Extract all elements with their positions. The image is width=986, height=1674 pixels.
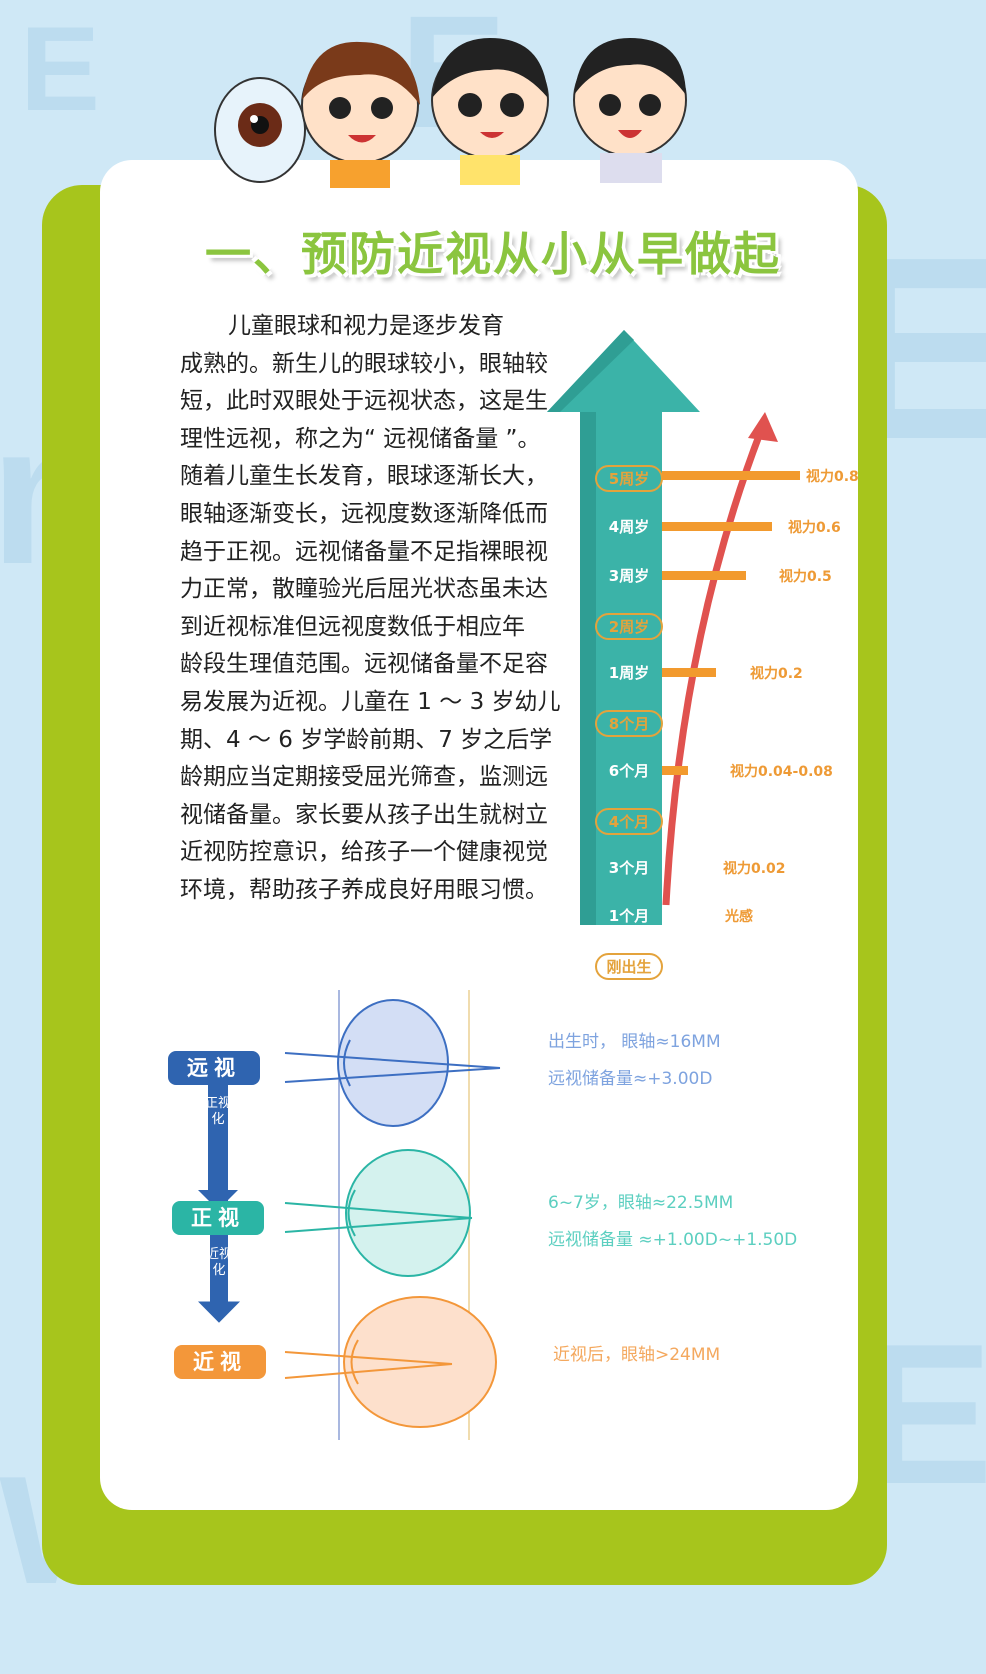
body-line: 近视防控意识，给孩子一个健康视觉 [180,839,548,866]
timeline-age: 1周岁 [608,664,650,682]
body-line: 期、4 ～ 6 岁学龄前期、7 岁之后学 [180,726,553,753]
timeline-age: 2周岁 [595,613,663,640]
hyperopia-info: 出生时， 眼轴≈16MM 远视储备量≈+3.00D [548,1032,721,1089]
vision-value: 视力0.6 [788,520,841,536]
divider-line [338,990,340,1440]
body-line: 眼轴逐渐变长，远视度数逐渐降低而 [180,500,548,527]
hyperopic-eye [284,999,501,1127]
body-line: 理性远视，称之为“ 远视储备量 ”。 [180,425,541,452]
emmetropization-label: 正视化 [205,1096,232,1127]
badge-myopia: 近视 [174,1345,266,1379]
vision-value: 视力0.5 [779,569,832,585]
badge-hyperopia: 远视 [168,1051,260,1085]
cartoon-children-illustration [214,38,687,188]
body-line: 龄期应当定期接受屈光筛查，监测远 [180,764,548,791]
body-paragraph: 儿童眼球和视力是逐步发育成熟的。新生儿的眼球较小，眼轴较 短，此时双眼处于远视状态… [180,308,561,910]
badge-emmetropia: 正视 [172,1201,264,1235]
body-line: 视储备量。家长要从孩子出生就树立 [180,801,548,828]
emmetropic-eye [284,1149,473,1277]
vision-value: 视力0.2 [750,666,803,682]
vision-value: 光感 [725,909,753,925]
eyeball-mascot [214,77,306,183]
child-boy-right [573,38,687,183]
timeline-age: 4周岁 [608,518,650,536]
down-arrow-icon [198,1174,240,1323]
vision-curve [662,426,766,906]
body-line: 环境，帮助孩子养成良好用眼习惯。 [180,876,548,903]
timeline-bar [662,766,688,775]
timeline-age: 1个月 [608,907,650,925]
body-line: 随着儿童生长发育，眼球逐渐长大， [180,463,548,490]
myopia-info: 近视后，眼轴>24MM [553,1345,721,1365]
timeline-age: 6个月 [608,762,650,780]
timeline-bar [662,571,746,580]
body-line: 易发展为近视。儿童在 1 ～ 3 岁幼儿 [180,688,561,715]
timeline-age: 8个月 [595,710,663,737]
body-line: 趋于正视。远视储备量不足指裸眼视 [180,538,548,565]
timeline-age: 4个月 [595,808,663,835]
child-girl-left [301,41,420,188]
body-line: 短，此时双眼处于远视状态，这是生 [180,388,548,415]
timeline-bar [662,522,772,531]
body-line: 成熟的。新生儿的眼球较小，眼轴较 [180,350,548,377]
timeline-age: 3个月 [608,859,650,877]
timeline-bar [662,668,716,677]
vision-value: 视力0.8 [806,469,859,485]
body-line: 龄段生理值范围。远视储备量不足容 [180,651,548,678]
myopization-label: 近视化 [206,1247,233,1278]
child-girl-middle [431,38,549,185]
emmetropia-info: 6~7岁，眼轴≈22.5MM 远视储备量 ≈+1.00D~+1.50D [548,1193,798,1250]
body-line: 力正常，散瞳验光后屈光状态虽未达 [180,576,548,603]
timeline-bar [662,471,800,480]
body-line: 到近视标准但远视度数低于相应年 [180,613,525,640]
timeline-age: 3周岁 [608,567,650,585]
section-title: 一、预防近视从小从早做起 [205,227,781,281]
curve-arrowhead [748,412,778,442]
timeline-age: 刚出生 [595,953,663,980]
myopic-eye [284,1296,497,1428]
body-line: 儿童眼球和视力是逐步发育 [228,313,504,339]
vision-value: 视力0.02 [723,861,786,877]
vision-value: 视力0.04-0.08 [730,764,833,780]
